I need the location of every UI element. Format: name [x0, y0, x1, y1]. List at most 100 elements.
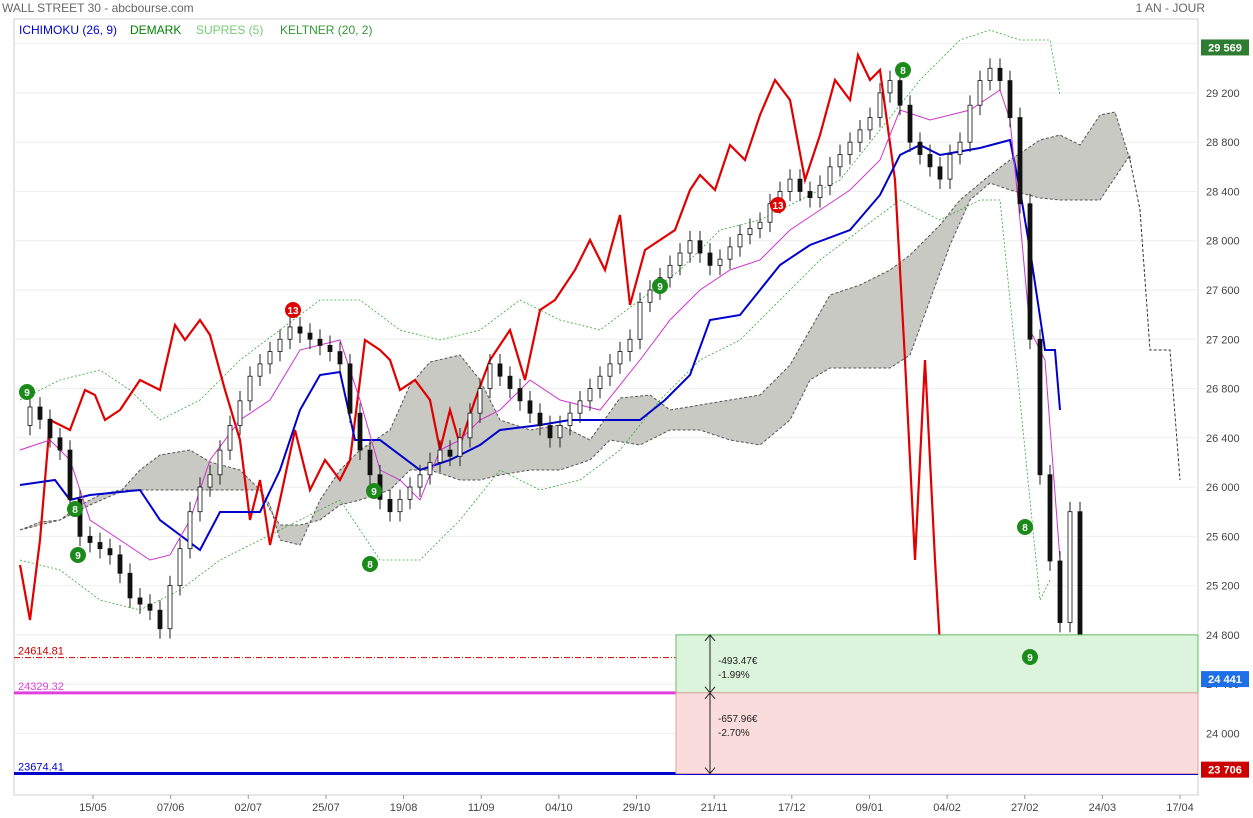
candle-body	[687, 240, 693, 254]
arrow-head	[704, 634, 716, 642]
ichimoku-kijun	[19, 138, 1061, 552]
ichimoku-cloud	[19, 111, 1131, 546]
x-tick-label: 09/01	[856, 802, 884, 814]
chart-title: WALL STREET 30 - abcbourse.com	[2, 1, 194, 15]
candle-body	[357, 412, 363, 451]
zone-text: -493.47€	[718, 656, 758, 667]
price-badge-label: 24 441	[1208, 674, 1242, 686]
candle-body	[177, 548, 183, 587]
demark-marker	[67, 501, 83, 517]
candle-body	[637, 301, 643, 340]
demark-marker-label: 9	[24, 388, 30, 399]
legend-keltner[interactable]: KELTNER (20, 2)	[280, 23, 373, 37]
candle-body	[317, 338, 323, 346]
price-badge-label: 23 706	[1208, 765, 1242, 777]
demark-marker	[70, 547, 86, 563]
candle-body	[847, 141, 853, 155]
candle-body	[97, 542, 103, 550]
price-badge	[1201, 671, 1249, 688]
candle-body	[967, 104, 973, 143]
candle-body	[877, 92, 883, 118]
y-tick-label: 24 000	[1206, 728, 1240, 740]
candle-body	[517, 388, 523, 402]
x-tick-label: 21/11	[701, 802, 728, 814]
candle-body	[387, 498, 393, 513]
candle-body	[1007, 80, 1013, 118]
zone-0	[675, 634, 1199, 694]
candle-body	[157, 609, 163, 630]
candlesticks	[27, 58, 1083, 689]
candle-body	[1047, 474, 1053, 562]
candle-body	[547, 425, 553, 439]
candle-body	[1037, 338, 1043, 476]
candle-body	[917, 141, 923, 155]
price-badge	[1201, 39, 1249, 56]
candle-body	[577, 400, 583, 414]
demark-marker-label: 8	[1022, 523, 1028, 534]
y-tick-label: 28 800	[1206, 137, 1240, 149]
candle-body	[767, 203, 773, 223]
candle-body	[587, 388, 593, 402]
candle-body	[457, 437, 463, 457]
arrow-head	[704, 692, 716, 700]
y-tick-label: 28 400	[1206, 186, 1240, 198]
level-label: 23674.41	[18, 762, 64, 774]
candle-body	[197, 486, 203, 513]
candle-body	[617, 351, 623, 365]
y-tick-label: 25 600	[1206, 531, 1240, 543]
candle-body	[677, 252, 683, 266]
period-label[interactable]: 1 AN - JOUR	[1135, 1, 1205, 15]
y-tick-label: 24 800	[1206, 630, 1240, 642]
candle-body	[1017, 117, 1023, 205]
candle-body	[237, 400, 243, 426]
demark-marker	[362, 556, 378, 572]
y-tick-label: 27 200	[1206, 334, 1240, 346]
legend-demark[interactable]: DEMARK	[130, 23, 182, 37]
keltner-lower	[19, 199, 1051, 611]
demark-marker	[895, 62, 911, 78]
candle-body	[947, 154, 953, 180]
x-tick-label: 29/10	[623, 802, 651, 814]
demark-marker-label: 9	[657, 282, 663, 293]
candle-body	[277, 338, 283, 352]
y-tick-label: 26 800	[1206, 384, 1240, 396]
legend-supres[interactable]: SUPRES (5)	[196, 23, 264, 37]
level-label: 24614.81	[18, 646, 64, 658]
demark-markers: 9 8 9 13 9 8 9 13 8 8 9	[19, 62, 1038, 665]
x-tick-label: 04/02	[933, 802, 961, 814]
candle-body	[817, 184, 823, 199]
candle-body	[977, 80, 983, 106]
candle-body	[147, 603, 153, 611]
zone-1	[675, 692, 1199, 775]
candle-body	[227, 425, 233, 451]
candle-body	[37, 406, 43, 420]
x-tick-label: 17/04	[1166, 802, 1194, 814]
candle-body	[537, 412, 543, 426]
x-tick-label: 24/03	[1089, 802, 1117, 814]
x-tick-label: 11/09	[468, 802, 495, 814]
candle-body	[987, 67, 993, 81]
x-axis-ticks: 15/05 07/06 02/07 25/07 19/08 11/09 04/10 29/10…	[79, 795, 1194, 814]
zone-text: -657.96€	[718, 714, 758, 725]
candle-body	[647, 289, 653, 303]
y-tick-label: 28 000	[1206, 236, 1240, 248]
candle-body	[187, 511, 193, 550]
candle-body	[867, 117, 873, 131]
demark-marker-label: 13	[287, 306, 299, 317]
legend-ichimoku[interactable]: ICHIMOKU (26, 9)	[19, 23, 118, 37]
candle-body	[887, 80, 893, 94]
candle-body	[667, 264, 673, 279]
demark-marker	[366, 483, 382, 499]
candle-body	[417, 474, 423, 488]
demark-marker	[652, 278, 668, 294]
price-badges: 29 569 24 441 23 706	[1201, 39, 1249, 778]
candle-body	[127, 572, 133, 599]
x-tick-label: 07/06	[157, 802, 185, 814]
demark-marker-label: 8	[900, 66, 906, 77]
level-label: 24329.32	[18, 681, 64, 693]
demark-line	[18, 51, 957, 731]
demark-marker-label: 13	[772, 201, 784, 212]
